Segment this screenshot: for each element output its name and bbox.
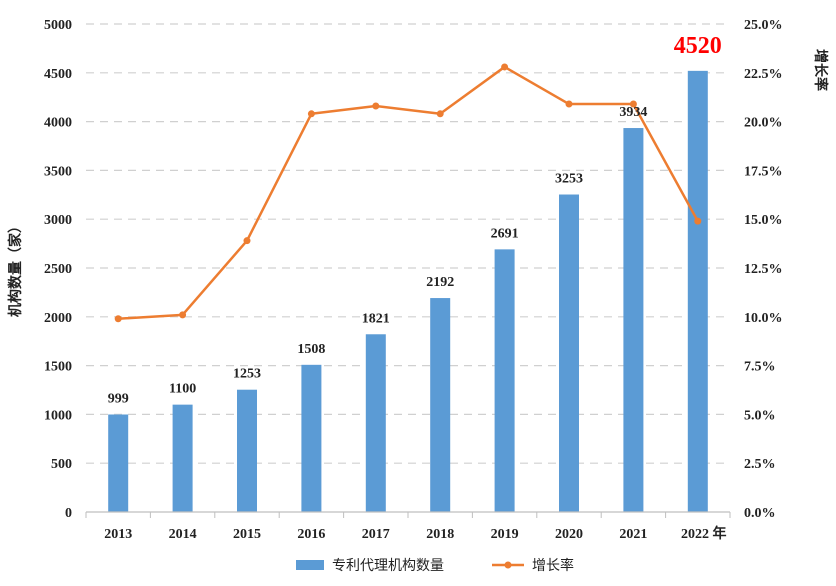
legend-line-label: 增长率	[532, 557, 574, 574]
y-right-tick-label: 25.0%	[744, 18, 783, 33]
y-right-tick-label: 7.5%	[744, 360, 776, 375]
legend-bar-swatch	[296, 560, 324, 570]
bar-data-label: 4520	[674, 33, 722, 59]
bar-data-label: 2192	[426, 275, 454, 290]
y-tick-label: 1000	[44, 408, 72, 423]
y-right-tick-label: 12.5%	[744, 262, 783, 277]
line-point	[372, 102, 380, 110]
line-point	[243, 237, 251, 245]
y-right-tick-label: 20.0%	[744, 116, 783, 131]
x-tick-label: 2013	[104, 527, 132, 542]
y-right-tick-label: 2.5%	[744, 457, 776, 472]
bar-data-label: 3934	[619, 105, 647, 120]
y-tick-label: 2500	[44, 262, 72, 277]
y-tick-label: 1500	[44, 360, 72, 375]
bar	[172, 404, 193, 512]
line-point	[436, 110, 444, 118]
line-point	[307, 110, 315, 118]
x-tick-label: 2014	[169, 527, 197, 542]
growth-line	[118, 65, 699, 320]
line-series	[114, 63, 702, 323]
bar	[365, 334, 386, 512]
gridlines	[86, 23, 730, 464]
y-right-tick-label: 15.0%	[744, 213, 783, 228]
bar	[559, 194, 579, 512]
bar	[301, 364, 322, 512]
y-right-tick-label: 17.5%	[744, 164, 783, 179]
y-tick-label: 5000	[44, 18, 72, 33]
y-right-tick-label: 0.0%	[744, 506, 776, 521]
y-right-tick-label: 10.0%	[744, 311, 783, 326]
line-point	[694, 217, 702, 225]
bar-data-label: 1508	[297, 342, 325, 357]
y-tick-label: 3000	[44, 213, 72, 228]
bar	[237, 389, 257, 512]
x-tick-label: 2020	[555, 527, 583, 542]
y-axis-ticks: 0 500 1000 1500 2000 2500 3000 3500 4000 4500 5000	[44, 18, 72, 521]
line-point	[501, 63, 509, 71]
x-axis-ticks: 2013 2014 2015 2016 2017 2018 2019 2020 2021 2022…	[85, 512, 731, 542]
bar-series	[108, 70, 708, 513]
bar-data-label: 1253	[233, 367, 261, 382]
x-tick-label: 2022 年	[681, 525, 727, 542]
y-axis-right-title: 增长率	[812, 49, 829, 91]
line-point	[629, 100, 637, 108]
x-tick-label: 2018	[426, 527, 454, 542]
line-point	[179, 311, 187, 319]
bar	[623, 128, 644, 512]
y-tick-label: 4500	[44, 67, 72, 82]
legend-line-marker	[504, 561, 512, 569]
y-tick-label: 500	[51, 457, 72, 472]
bar-data-label: 3253	[555, 172, 583, 187]
bar	[687, 70, 708, 513]
bar-data-labels: 999 1100 1253 1508 1821 2192 2691 3253 3934 4520	[108, 33, 722, 407]
y-tick-label: 0	[65, 506, 72, 521]
line-point	[565, 100, 573, 108]
y-right-tick-label: 22.5%	[744, 67, 783, 82]
x-tick-label: 2015	[233, 527, 261, 542]
x-tick-label: 2021	[619, 527, 647, 542]
bar	[494, 249, 515, 512]
bar-data-label: 2691	[491, 226, 519, 241]
bar-data-label: 999	[108, 391, 129, 406]
legend: 专利代理机构数量 增长率	[296, 557, 574, 574]
y-tick-label: 2000	[44, 311, 72, 326]
x-tick-label: 2016	[297, 527, 325, 542]
bar	[430, 298, 451, 512]
legend-bar-label: 专利代理机构数量	[332, 558, 444, 574]
y-axis-title: 机构数量（家）	[7, 219, 24, 317]
y-axis-right-ticks: 0.0% 2.5% 5.0% 7.5% 10.0% 12.5% 15.0% 17.5% 20.0…	[744, 18, 783, 521]
y-right-tick-label: 5.0%	[744, 408, 776, 423]
bar	[108, 414, 129, 512]
x-tick-label: 2019	[491, 527, 519, 542]
y-tick-label: 3500	[44, 164, 72, 179]
bar-data-label: 1100	[169, 382, 196, 397]
x-tick-label: 2017	[362, 527, 390, 542]
y-tick-label: 4000	[44, 116, 72, 131]
line-point	[114, 315, 122, 323]
bar-data-label: 1821	[362, 311, 390, 326]
